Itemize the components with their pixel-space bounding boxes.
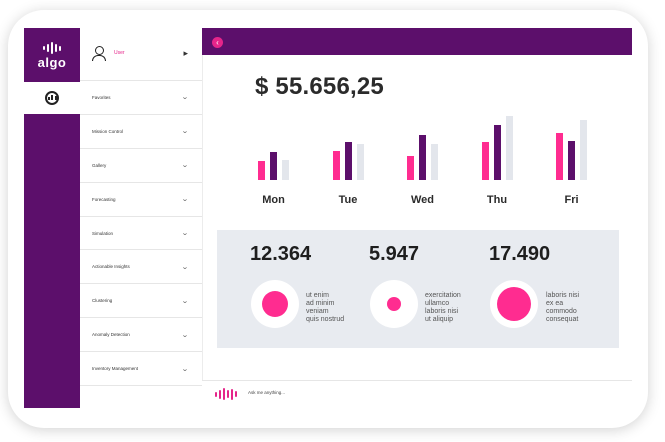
menu-item-label: Actionable Insights bbox=[92, 264, 130, 270]
menu-item-label: Mission Control bbox=[92, 128, 124, 134]
stat-description: laboris nisi ex ea commodo consequat bbox=[546, 292, 580, 323]
chart-category-label: Wed bbox=[410, 194, 435, 206]
ask-input[interactable]: Ask me anything... bbox=[248, 390, 286, 395]
total-amount: $ 55.656,25 bbox=[255, 73, 384, 100]
chart-bar bbox=[258, 161, 265, 180]
stat-value: 5.947 bbox=[369, 243, 420, 265]
logo-text: algo bbox=[37, 55, 67, 70]
app-logo: algo bbox=[24, 28, 80, 84]
chevron-right-icon: ▸ bbox=[183, 48, 188, 58]
menu-item-label: Clustering bbox=[92, 298, 113, 304]
chevron-down-icon: ⌄ bbox=[181, 162, 189, 170]
chevron-down-icon: ⌄ bbox=[181, 263, 189, 271]
chart-bar bbox=[419, 135, 426, 180]
stat-ring bbox=[251, 280, 299, 328]
chart-bar bbox=[493, 125, 501, 180]
logo-wave-icon bbox=[43, 42, 61, 54]
stat-indicator bbox=[387, 297, 401, 311]
chart-bar bbox=[282, 160, 289, 180]
chevron-down-icon: ⌄ bbox=[181, 331, 189, 339]
menu-item-label: Forecasting bbox=[92, 196, 116, 202]
chevron-down-icon: ⌄ bbox=[181, 196, 189, 204]
chart-bar bbox=[407, 156, 414, 180]
menu-item-label: Anomaly Detection bbox=[92, 332, 130, 338]
menu-item-label: Simulation bbox=[92, 230, 114, 236]
chevron-down-icon: ⌄ bbox=[181, 365, 189, 373]
menu-item-label: Gallery bbox=[92, 162, 107, 168]
stat-ring bbox=[490, 280, 538, 328]
stat-value: 17.490 bbox=[489, 243, 551, 265]
menu-item-forecasting[interactable]: Forecasting ⌄ bbox=[80, 183, 202, 217]
chart-bar bbox=[431, 144, 438, 180]
menu-item-label: Favorites bbox=[92, 94, 111, 100]
chevron-down-icon: ⌄ bbox=[181, 128, 189, 136]
user-label: User bbox=[114, 50, 125, 56]
stat-value: 12.364 bbox=[250, 243, 312, 265]
user-icon bbox=[92, 46, 106, 62]
chart-bar bbox=[356, 144, 364, 180]
stat-indicator bbox=[497, 287, 531, 321]
chevron-down-icon: ⌄ bbox=[181, 230, 189, 237]
back-button[interactable]: ‹ bbox=[212, 37, 223, 48]
menu-item-simulation[interactable]: Simulation ⌄ bbox=[80, 217, 202, 251]
stat-ring bbox=[370, 280, 418, 328]
stat-indicator bbox=[262, 291, 288, 317]
menu-item-gallery[interactable]: Gallery ⌄ bbox=[80, 149, 202, 183]
chart-category-label: Thu bbox=[486, 194, 508, 206]
chart-bar bbox=[556, 133, 563, 180]
user-row[interactable]: User ▸ bbox=[80, 28, 202, 81]
chart-bar bbox=[332, 151, 340, 180]
side-menu: User ▸ Favorites ⌄ Mission Control ⌄ Galle… bbox=[80, 28, 203, 408]
chart-bar bbox=[568, 141, 575, 180]
menu-item-actionable-insights[interactable]: Actionable Insights ⌄ bbox=[80, 250, 202, 285]
voice-wave-icon[interactable] bbox=[215, 388, 237, 400]
menu-item-clustering[interactable]: Clustering ⌄ bbox=[80, 284, 202, 319]
chart-bar bbox=[481, 142, 489, 180]
chart-bar bbox=[270, 152, 277, 180]
menu-item-label: Inventory Management bbox=[92, 366, 139, 372]
chart-bar bbox=[505, 116, 513, 180]
chart-category-label: Fri bbox=[564, 194, 579, 206]
chart-bar bbox=[344, 142, 352, 180]
chart-category-label: Mon bbox=[262, 194, 285, 206]
menu-item-anomaly-detection[interactable]: Anomaly Detection ⌄ bbox=[80, 318, 202, 353]
chevron-down-icon: ⌄ bbox=[181, 297, 189, 305]
menu-item-favorites[interactable]: Favorites ⌄ bbox=[80, 81, 202, 115]
chevron-down-icon: ⌄ bbox=[181, 94, 189, 102]
chevron-left-icon: ‹ bbox=[216, 38, 219, 47]
ask-bar[interactable] bbox=[202, 380, 632, 409]
stat-description: ut enim ad minim veniam quis nostrud bbox=[306, 292, 345, 323]
chart-bar bbox=[580, 120, 587, 180]
chart-category-label: Tue bbox=[338, 194, 358, 206]
bar-chart-icon bbox=[45, 91, 59, 105]
top-bar bbox=[202, 28, 632, 55]
stat-description: exercitation ullamco laboris nisi ut ali… bbox=[425, 292, 461, 323]
rail-item-dashboard[interactable] bbox=[24, 82, 80, 114]
menu-item-inventory-management[interactable]: Inventory Management ⌄ bbox=[80, 352, 202, 387]
menu-item-mission-control[interactable]: Mission Control ⌄ bbox=[80, 115, 202, 149]
